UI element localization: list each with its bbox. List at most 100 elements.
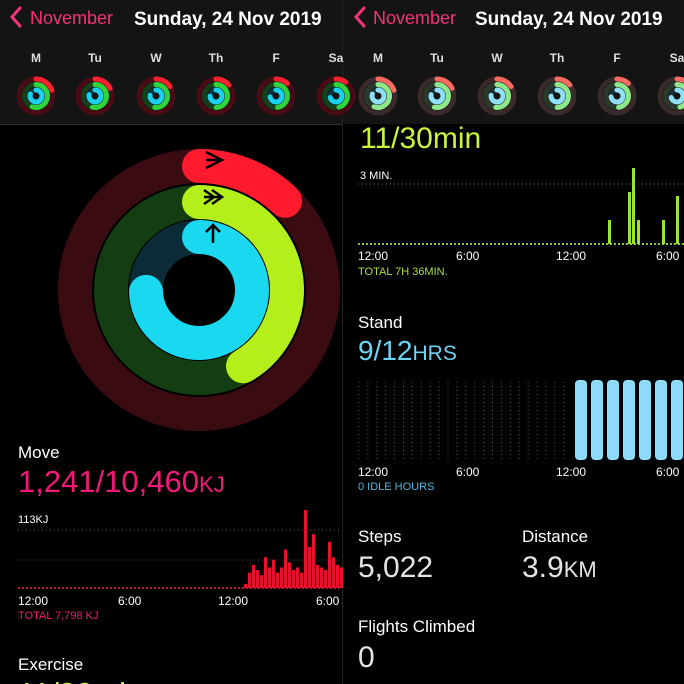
day-ring (548, 87, 566, 105)
day-ring (89, 82, 109, 110)
x-tick-label: 6:00 (456, 465, 480, 479)
x-tick-label: 12:00 (18, 594, 48, 608)
day-ring (213, 82, 230, 110)
x-tick-label: 6:00 (118, 594, 142, 608)
day-label: Tu (88, 51, 102, 65)
activity-rings (58, 149, 340, 431)
flights-value: 0 (358, 641, 375, 674)
exercise-bar (628, 192, 631, 244)
stand-hour (671, 380, 683, 460)
move-bar (264, 557, 267, 588)
day-ring (29, 82, 50, 110)
date-title: Sunday, 24 Nov 2019 (134, 9, 322, 30)
chart-max-label: 3 MIN. (360, 170, 392, 182)
stand-value-text: 9/12 (358, 335, 413, 366)
day-ring (333, 82, 350, 110)
exercise-ring (182, 185, 304, 384)
day-label: M (31, 51, 41, 65)
day-label: F (613, 51, 620, 65)
move-bar (268, 567, 271, 588)
day-ring (554, 76, 573, 88)
day-ring (213, 76, 232, 88)
day-ring (554, 82, 571, 110)
x-tick-label: 6:00 (656, 465, 680, 479)
day-ring (267, 87, 285, 105)
day-ring (428, 87, 446, 105)
day-ring (608, 87, 626, 105)
move-bar (288, 562, 291, 588)
day-label: W (150, 51, 162, 65)
day-ring (327, 87, 345, 105)
day-ring (33, 76, 55, 93)
move-bar (296, 567, 299, 588)
exercise-bar (637, 220, 640, 244)
move-bar (276, 572, 279, 588)
exercise-arrow (203, 188, 225, 206)
day-ring (674, 76, 684, 84)
day-ring (92, 76, 113, 91)
day-ring (333, 76, 349, 85)
date-title: Sunday, 24 Nov 2019 (475, 9, 663, 30)
day-ring (668, 87, 684, 105)
x-tick-label: 6:00 (316, 594, 340, 608)
move-bar (292, 570, 295, 588)
day-ring (494, 76, 514, 89)
distance-value-text: 3.9 (522, 551, 564, 584)
back-chevron[interactable] (9, 6, 22, 28)
chart-total: TOTAL 7H 36MIN. (358, 266, 448, 278)
move-bar (300, 572, 303, 588)
move-bar (260, 575, 263, 588)
chart-max-label: 113KJ (18, 514, 48, 526)
exercise-bar (632, 168, 635, 244)
distance-value: 3.9KM (522, 551, 597, 584)
day-label: Th (550, 51, 565, 65)
move-bar (272, 559, 275, 588)
move-bar (320, 567, 323, 588)
day-ring (273, 82, 290, 110)
stand-hour (607, 380, 619, 460)
move-bar (328, 541, 331, 588)
exercise-label: Exercise (18, 655, 83, 674)
x-tick-label: 6:00 (456, 249, 480, 263)
day-ring (147, 87, 165, 105)
chart-total: 0 IDLE HOURS (358, 481, 434, 493)
distance-unit: KM (564, 557, 597, 582)
x-tick-label: 12:00 (358, 465, 388, 479)
back-button[interactable]: November (30, 8, 113, 28)
back-chevron[interactable] (353, 6, 366, 28)
move-value: 1,241/10,460KJ (18, 464, 225, 499)
move-bar (248, 572, 251, 588)
day-label: Sa (329, 51, 344, 65)
stand-arrow (205, 223, 221, 243)
move-bar (324, 570, 327, 588)
move-unit: KJ (199, 472, 225, 497)
day-label: Th (209, 51, 224, 65)
day-ring (614, 82, 631, 110)
exercise-bar (662, 220, 665, 244)
day-ring (371, 82, 392, 110)
move-arrow (205, 150, 225, 170)
chart-total: TOTAL 7,798 KJ (18, 610, 99, 622)
day-ring (207, 87, 225, 105)
back-button[interactable]: November (373, 8, 456, 28)
x-tick-label: 12:00 (218, 594, 248, 608)
exercise-bar (676, 196, 679, 244)
day-label: Sa (670, 51, 684, 65)
stand-hour (575, 380, 587, 460)
move-bar (340, 567, 343, 588)
day-label: Tu (430, 51, 444, 65)
day-ring (674, 82, 684, 110)
x-tick-label: 12:00 (556, 465, 586, 479)
stand-hour (655, 380, 667, 460)
move-bar (312, 534, 315, 588)
flights-label: Flights Climbed (358, 617, 475, 636)
day-ring (27, 87, 45, 105)
day-ring (493, 82, 511, 110)
day-ring (152, 82, 170, 110)
steps-value: 5,022 (358, 551, 433, 584)
day-label: F (272, 51, 279, 65)
move-bar (308, 546, 311, 588)
day-ring (488, 87, 506, 105)
